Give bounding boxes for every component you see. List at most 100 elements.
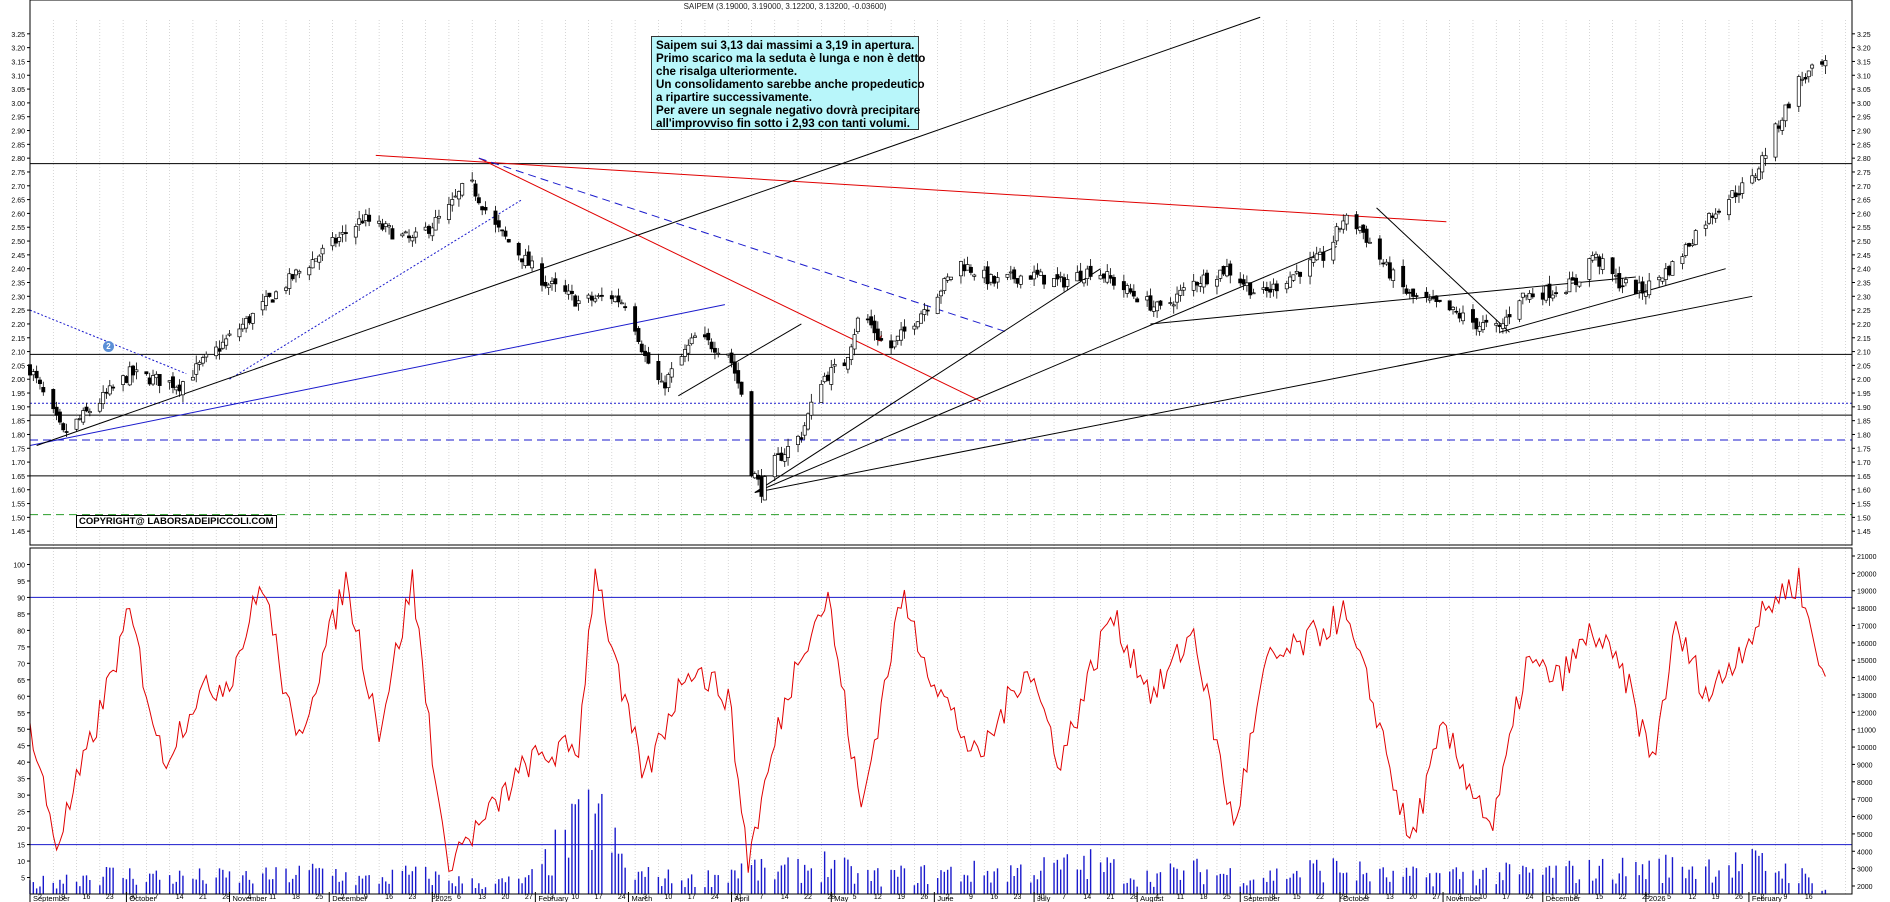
candle-body	[74, 418, 79, 430]
candle-body	[383, 223, 388, 227]
volume-tick-label: 16000	[1857, 641, 1877, 648]
day-label: 4	[247, 894, 251, 901]
note-line: Primo scarico ma la seduta è lunga e non…	[656, 52, 926, 65]
candle-body	[387, 225, 392, 228]
y-tick-label: 3.25	[1857, 32, 1871, 39]
day-label: 10	[664, 894, 672, 901]
candle-body	[1224, 266, 1229, 277]
candle-body	[1125, 285, 1130, 294]
trendline	[29, 304, 725, 447]
candle-body	[38, 379, 42, 385]
candle-body	[520, 258, 525, 263]
candle-body	[1035, 269, 1040, 275]
candle-body	[852, 334, 857, 350]
day-label: 6	[457, 894, 461, 901]
volume-tick-label: 9000	[1857, 762, 1873, 769]
candle-body	[1504, 316, 1509, 326]
y-tick-label: 2.95	[1857, 115, 1871, 122]
candle-body	[167, 380, 172, 383]
candle-body	[1341, 220, 1346, 230]
candle-body	[1820, 61, 1825, 65]
candle-body	[702, 334, 707, 338]
candle-body	[526, 251, 531, 266]
candle-body	[343, 232, 348, 234]
day-label: 2	[38, 894, 42, 901]
candle-body	[1690, 243, 1695, 246]
candle-body	[1577, 281, 1582, 287]
note-line: Un consolidamento sarebbe anche propedeu…	[656, 78, 925, 91]
y-tick-label: 80	[17, 628, 25, 635]
candle-body	[134, 369, 139, 373]
note-line: Per avere un segnale negativo dovrà prec…	[656, 104, 921, 117]
candle-body	[313, 258, 318, 262]
month-label: July	[1037, 894, 1051, 902]
candle-body	[87, 411, 92, 414]
candle-body	[1364, 228, 1369, 243]
candle-body	[599, 294, 604, 297]
day-label: 10	[1479, 894, 1487, 901]
candle-body	[1703, 224, 1708, 229]
volume-tick-label: 6000	[1857, 815, 1873, 822]
candle-body	[1640, 281, 1645, 294]
candle-body	[573, 295, 578, 307]
candle-body	[1058, 276, 1063, 278]
candle-body	[639, 343, 644, 353]
y-tick-label: 3.20	[11, 46, 25, 53]
candle-body	[1414, 295, 1419, 297]
candle-body	[1215, 279, 1219, 287]
candle-body	[1554, 292, 1559, 295]
candle-body	[1175, 293, 1180, 303]
candle-body	[962, 264, 967, 272]
candle-body	[1088, 265, 1093, 277]
candle-body	[619, 302, 624, 305]
y-tick-label: 90	[17, 595, 25, 602]
y-tick-label: 1.85	[11, 419, 25, 426]
candle-body	[267, 292, 272, 297]
volume-tick-label: 15000	[1857, 658, 1877, 665]
candle-body	[992, 276, 997, 284]
candle-body	[756, 474, 761, 480]
chart-title: SAIPEM (3.19000, 3.19000, 3.12200, 3.132…	[683, 2, 887, 11]
y-tick-label: 30	[17, 793, 25, 800]
candle-body	[224, 338, 229, 346]
candle-body	[363, 214, 368, 221]
candle-body	[483, 206, 488, 211]
trendline	[1150, 276, 1636, 325]
candle-body	[822, 375, 827, 383]
candle-body	[1135, 298, 1140, 303]
candle-body	[706, 332, 711, 341]
candle-body	[1311, 257, 1316, 263]
candle-body	[1062, 277, 1066, 288]
axis-labels: 1.45 1.45 1.50 1.50 1.55 1.55 1.60 1.60 1.65 1.65…	[11, 32, 1876, 902]
candle-body	[1623, 279, 1628, 284]
candle-body	[550, 280, 554, 284]
candle-body	[1148, 295, 1153, 311]
candle-body	[1707, 213, 1711, 224]
candle-body	[1657, 276, 1662, 281]
candle-body	[284, 287, 288, 291]
day-label: 24	[618, 894, 626, 901]
candle-body	[1407, 291, 1412, 294]
candle-body	[456, 191, 461, 200]
y-tick-label: 1.80	[1857, 432, 1871, 439]
candle-body	[623, 306, 628, 309]
y-tick-label: 1.65	[1857, 474, 1871, 481]
candle-body	[240, 323, 245, 330]
y-tick-label: 2.40	[11, 267, 25, 274]
day-label: 28	[827, 894, 835, 901]
month-label: November	[1446, 894, 1481, 902]
month-label: 2025	[435, 894, 452, 902]
day-label: 22	[1619, 894, 1627, 901]
candle-body	[689, 337, 694, 345]
day-label: 7	[154, 894, 158, 901]
candle-body	[1461, 312, 1465, 322]
y-tick-label: 2.50	[1857, 239, 1871, 246]
candle-body	[1733, 192, 1738, 198]
candle-body	[1667, 266, 1672, 276]
candle-body	[1500, 323, 1505, 329]
volume-tick-label: 7000	[1857, 797, 1873, 804]
month-label: May	[834, 894, 848, 902]
candle-body	[1367, 241, 1372, 244]
candle-body	[274, 291, 278, 299]
y-tick-label: 2.00	[11, 377, 25, 384]
